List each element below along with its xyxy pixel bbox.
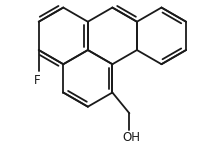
Text: F: F — [33, 74, 40, 87]
Text: OH: OH — [122, 131, 140, 144]
